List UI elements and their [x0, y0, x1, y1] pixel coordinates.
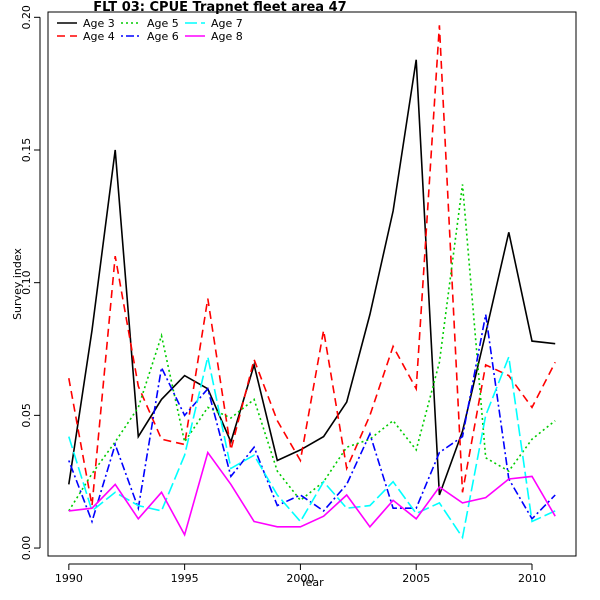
series-layer [68, 25, 556, 540]
series-line-6 [68, 450, 556, 537]
legend-label-3: Age 5 [147, 17, 179, 30]
x-axis-title: Year [299, 576, 324, 589]
chart-title: FLT 03: CPUE Trapnet fleet area 47 [93, 0, 346, 15]
x-tick-label: 2005 [402, 572, 430, 585]
y-tick-label: 0.15 [20, 138, 33, 163]
legend-label-5: Age 7 [211, 17, 243, 30]
y-axis-title: Survey index [11, 248, 24, 320]
axes-layer: 1990 1995 2000 2005 2010 0.00 0.05 0.10 0.15 0.20 [20, 5, 546, 585]
legend-label-1: Age 3 [83, 17, 115, 30]
y-tick-label: 0.10 [20, 270, 33, 295]
legend-label-4: Age 6 [147, 30, 179, 43]
y-tick-label: 0.20 [20, 5, 33, 30]
x-tick-label: 1990 [55, 572, 83, 585]
x-tick-label: 2010 [518, 572, 546, 585]
series-line-4 [68, 314, 556, 524]
y-tick-label: 0.00 [20, 536, 33, 561]
series-line-2 [68, 25, 556, 506]
legend-label-2: Age 4 [83, 30, 115, 43]
y-tick-label: 0.05 [20, 403, 33, 428]
legend-label-6: Age 8 [211, 30, 243, 43]
x-tick-label: 2000 [286, 572, 314, 585]
plot-frame [47, 11, 577, 557]
series-line-5 [68, 353, 556, 540]
series-line-1 [68, 59, 556, 496]
x-tick-label: 1995 [171, 572, 199, 585]
